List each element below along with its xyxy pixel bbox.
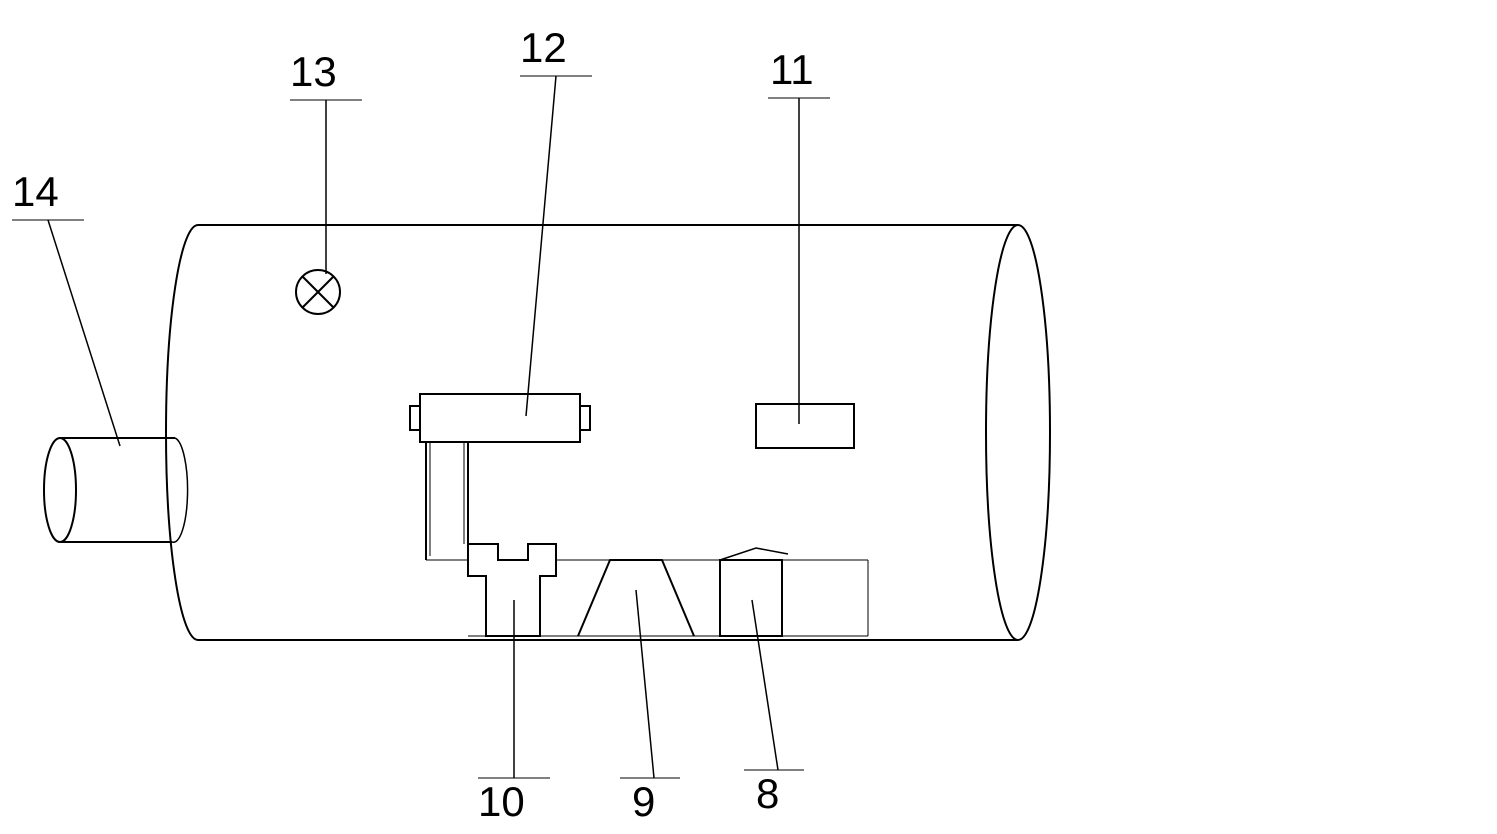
- component-12: [410, 394, 590, 560]
- base-assembly: [426, 544, 868, 636]
- component-11: [756, 404, 854, 448]
- label-10: 10: [478, 778, 525, 826]
- leader-lines: [48, 76, 799, 778]
- label-9: 9: [632, 778, 655, 826]
- label-12: 12: [520, 24, 567, 72]
- label-13: 13: [290, 48, 337, 96]
- main-cylinder: [166, 225, 1050, 640]
- label-8: 8: [756, 770, 779, 818]
- leader-9: [636, 590, 654, 778]
- label-11: 11: [770, 46, 814, 94]
- diagram-svg: [0, 0, 1497, 834]
- leader-8: [752, 600, 778, 770]
- label-14: 14: [12, 168, 59, 216]
- circle-x-component: [296, 270, 340, 314]
- leader-14: [48, 220, 120, 446]
- leader-12: [526, 76, 556, 416]
